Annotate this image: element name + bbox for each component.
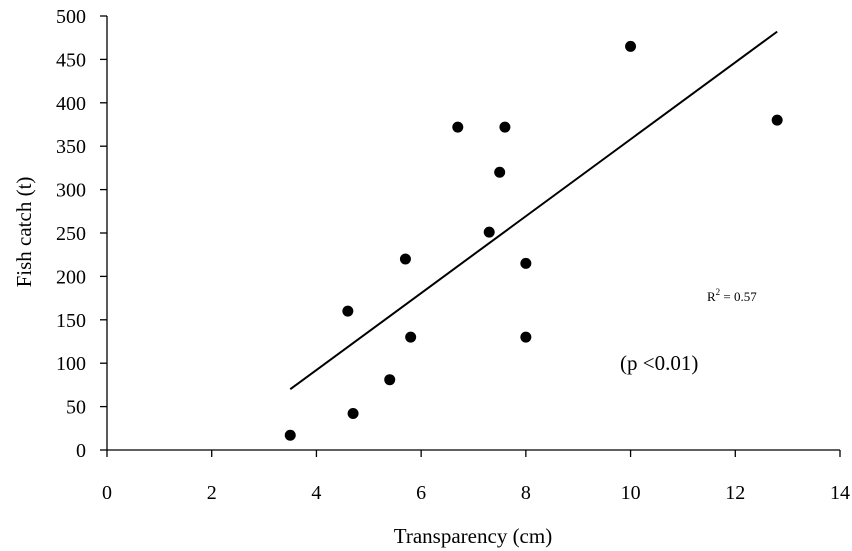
data-point	[520, 331, 532, 343]
data-point	[520, 257, 532, 269]
x-axis-title: Transparency (cm)	[394, 524, 552, 548]
data-point	[399, 253, 411, 265]
data-point	[771, 114, 783, 126]
x-tick-label: 2	[207, 482, 217, 504]
y-tick-label: 350	[56, 136, 86, 158]
data-point	[405, 331, 417, 343]
x-axis-ticks: 0 2 4 6 8 10 12 14	[102, 450, 850, 504]
y-tick-label: 300	[56, 180, 86, 202]
x-tick-label: 8	[521, 482, 531, 504]
data-point	[284, 429, 296, 441]
data-point	[384, 374, 396, 386]
y-tick-label: 50	[66, 397, 86, 419]
y-tick-label: 250	[56, 223, 86, 245]
x-tick-label: 0	[102, 482, 112, 504]
y-tick-label: 200	[56, 266, 86, 288]
y-tick-label: 450	[56, 49, 86, 71]
axes	[106, 16, 840, 451]
x-tick-label: 14	[830, 482, 850, 504]
x-tick-label: 10	[621, 482, 641, 504]
data-point	[347, 408, 359, 420]
y-tick-label: 500	[56, 6, 86, 28]
x-tick-label: 4	[311, 482, 321, 504]
p-value-annotation: (p <0.01)	[620, 351, 698, 375]
r-squared-exponent: 2	[716, 287, 721, 297]
x-tick-label: 6	[416, 482, 426, 504]
y-tick-label: 0	[76, 440, 86, 462]
data-point	[342, 305, 354, 317]
y-axis-ticks: 0 50 100 150 200 250 300 350 400 450 500	[56, 6, 107, 462]
trendline-group	[289, 30, 778, 391]
data-points	[284, 40, 783, 441]
trendline	[289, 30, 778, 391]
data-point	[499, 121, 511, 133]
data-point	[483, 226, 495, 238]
r-squared-value: = 0.57	[720, 289, 757, 304]
y-tick-label: 150	[56, 310, 86, 332]
y-tick-label: 400	[56, 93, 86, 115]
x-tick-label: 12	[725, 482, 745, 504]
r-squared-annotation: R2 = 0.57	[707, 287, 757, 304]
data-point	[452, 121, 464, 133]
y-tick-label: 100	[56, 353, 86, 375]
r-squared-prefix: R	[707, 289, 716, 304]
data-point	[625, 40, 637, 52]
data-point	[494, 166, 506, 178]
y-axis-title: Fish catch (t)	[12, 177, 36, 288]
